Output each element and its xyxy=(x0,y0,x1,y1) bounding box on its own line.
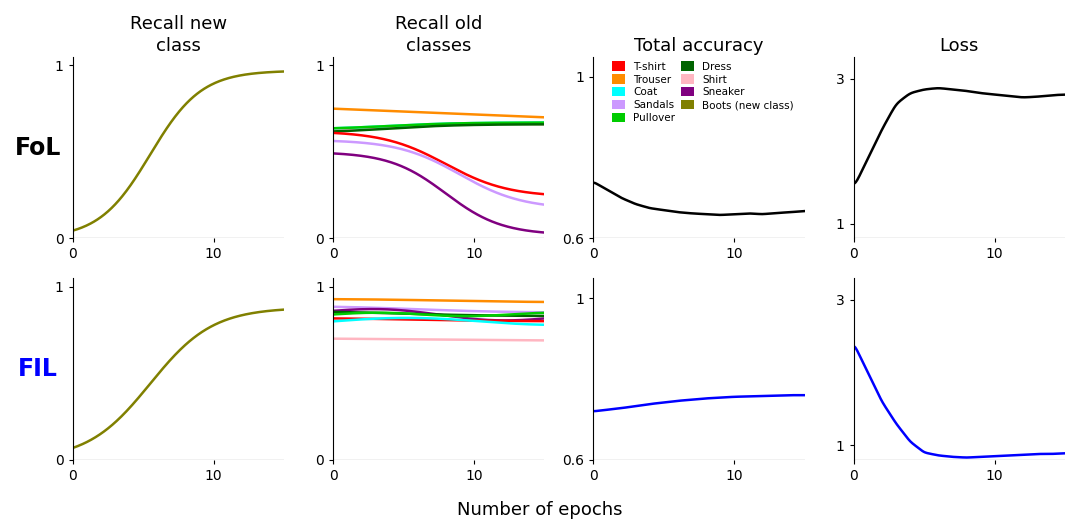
Text: Number of epochs: Number of epochs xyxy=(457,501,623,519)
Title: Recall old
classes: Recall old classes xyxy=(395,15,483,55)
Legend: T-shirt, Trouser, Coat, Sandals, Pullover, Dress, Shirt, Sneaker, Boots (new cla: T-shirt, Trouser, Coat, Sandals, Pullove… xyxy=(609,58,797,126)
Title: Total accuracy: Total accuracy xyxy=(634,37,764,55)
Title: Recall new
class: Recall new class xyxy=(130,15,227,55)
Y-axis label: FoL: FoL xyxy=(15,136,62,160)
Title: Loss: Loss xyxy=(940,37,980,55)
Y-axis label: FIL: FIL xyxy=(18,357,58,381)
